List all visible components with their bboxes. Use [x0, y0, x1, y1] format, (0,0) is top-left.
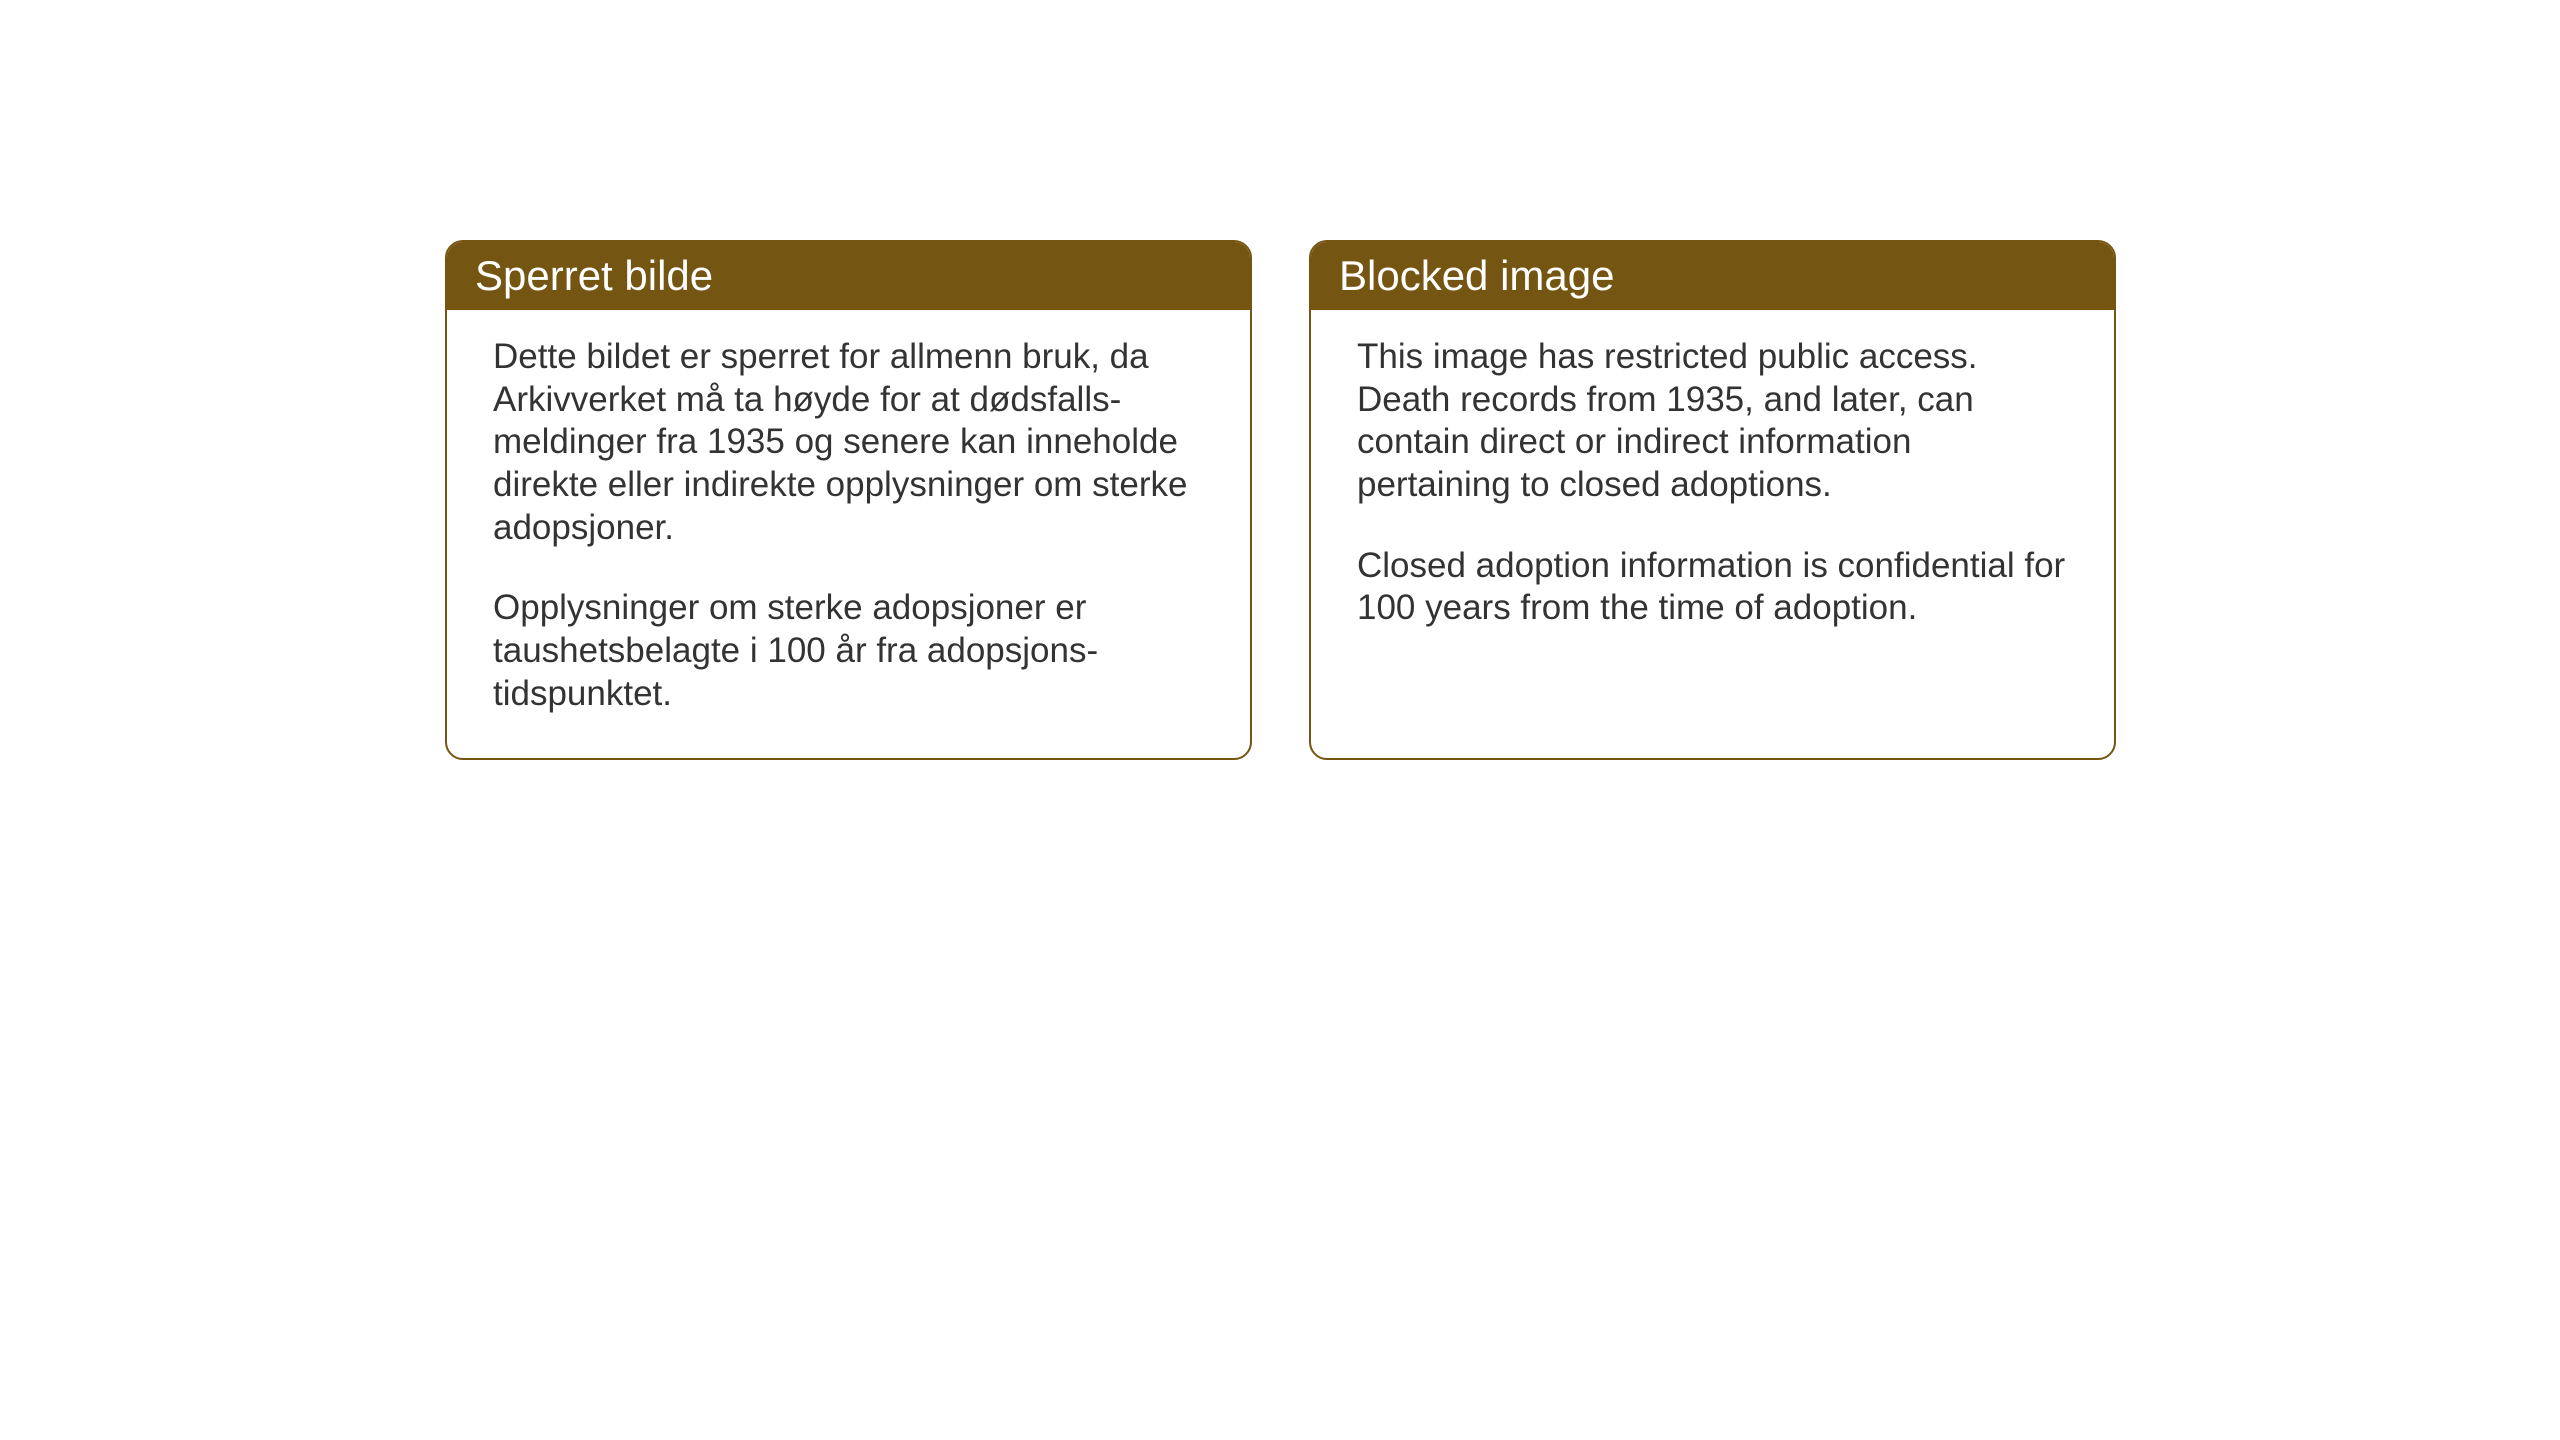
- cards-container: Sperret bilde Dette bildet er sperret fo…: [445, 240, 2116, 760]
- card-title-norwegian: Sperret bilde: [475, 252, 713, 299]
- card-title-english: Blocked image: [1339, 252, 1614, 299]
- card-body-norwegian: Dette bildet er sperret for allmenn bruk…: [447, 310, 1250, 758]
- card-paragraph-2-norwegian: Opplysninger om sterke adopsjoner er tau…: [493, 587, 1204, 715]
- card-body-english: This image has restricted public access.…: [1311, 310, 2114, 672]
- card-header-english: Blocked image: [1311, 242, 2114, 310]
- card-header-norwegian: Sperret bilde: [447, 242, 1250, 310]
- card-english: Blocked image This image has restricted …: [1309, 240, 2116, 760]
- card-paragraph-1-english: This image has restricted public access.…: [1357, 336, 2068, 507]
- card-paragraph-1-norwegian: Dette bildet er sperret for allmenn bruk…: [493, 336, 1204, 549]
- card-norwegian: Sperret bilde Dette bildet er sperret fo…: [445, 240, 1252, 760]
- card-paragraph-2-english: Closed adoption information is confident…: [1357, 545, 2068, 630]
